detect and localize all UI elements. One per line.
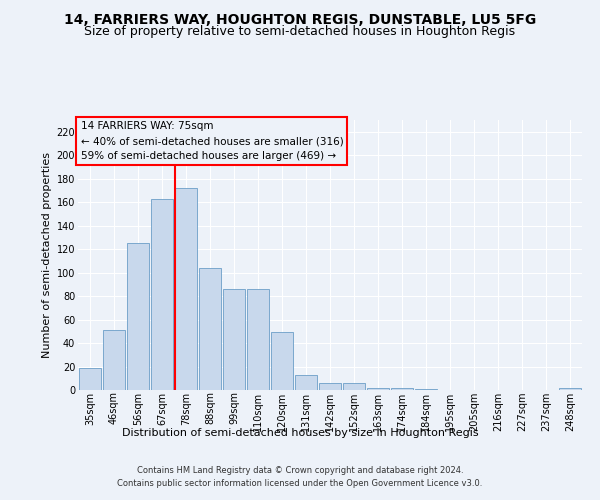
Bar: [295, 374, 317, 390]
Bar: [199, 268, 221, 390]
Y-axis label: Number of semi-detached properties: Number of semi-detached properties: [43, 152, 52, 358]
Bar: [103, 330, 125, 390]
Bar: [559, 388, 581, 390]
Bar: [79, 368, 101, 390]
Bar: [415, 389, 437, 390]
Bar: [271, 332, 293, 390]
Text: Contains HM Land Registry data © Crown copyright and database right 2024.
Contai: Contains HM Land Registry data © Crown c…: [118, 466, 482, 487]
Text: Distribution of semi-detached houses by size in Houghton Regis: Distribution of semi-detached houses by …: [122, 428, 478, 438]
Bar: [247, 289, 269, 390]
Bar: [127, 244, 149, 390]
Bar: [223, 289, 245, 390]
Bar: [391, 388, 413, 390]
Bar: [175, 188, 197, 390]
Text: Size of property relative to semi-detached houses in Houghton Regis: Size of property relative to semi-detach…: [85, 25, 515, 38]
Bar: [367, 388, 389, 390]
Bar: [319, 383, 341, 390]
Text: 14, FARRIERS WAY, HOUGHTON REGIS, DUNSTABLE, LU5 5FG: 14, FARRIERS WAY, HOUGHTON REGIS, DUNSTA…: [64, 12, 536, 26]
Text: 14 FARRIERS WAY: 75sqm
← 40% of semi-detached houses are smaller (316)
59% of se: 14 FARRIERS WAY: 75sqm ← 40% of semi-det…: [80, 122, 343, 161]
Bar: [151, 198, 173, 390]
Bar: [343, 383, 365, 390]
